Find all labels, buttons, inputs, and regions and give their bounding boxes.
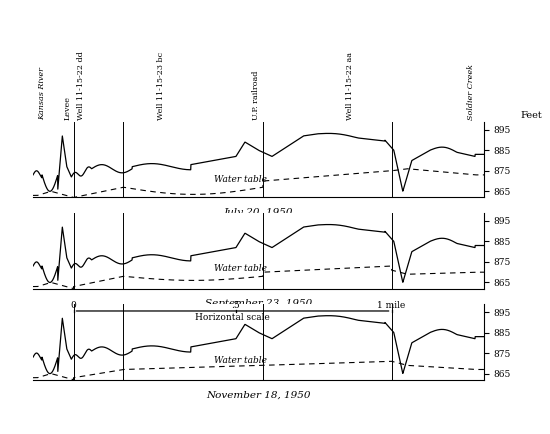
Text: 1 mile: 1 mile bbox=[377, 301, 406, 310]
Text: Kansas River: Kansas River bbox=[39, 67, 46, 120]
Text: Well 11-15-22 dd: Well 11-15-22 dd bbox=[77, 51, 85, 120]
Text: .5: .5 bbox=[232, 301, 240, 310]
Text: Water table: Water table bbox=[214, 356, 267, 365]
Text: Well 11-15-22 aa: Well 11-15-22 aa bbox=[346, 52, 354, 120]
Text: September 23, 1950: September 23, 1950 bbox=[205, 299, 312, 308]
Text: U.P. railroad: U.P. railroad bbox=[252, 71, 260, 120]
Text: Water table: Water table bbox=[214, 175, 267, 184]
Text: Well 11-15-23 bc: Well 11-15-23 bc bbox=[157, 52, 165, 120]
Text: Feet: Feet bbox=[520, 111, 542, 120]
Text: November 18, 1950: November 18, 1950 bbox=[206, 391, 311, 399]
Text: Horizontal scale: Horizontal scale bbox=[195, 313, 270, 322]
Text: July 20, 1950: July 20, 1950 bbox=[224, 208, 293, 217]
Text: 0: 0 bbox=[71, 301, 76, 310]
Text: Soldier Creek: Soldier Creek bbox=[468, 64, 475, 120]
Text: Water table: Water table bbox=[214, 264, 267, 273]
Text: Levee: Levee bbox=[64, 96, 72, 120]
